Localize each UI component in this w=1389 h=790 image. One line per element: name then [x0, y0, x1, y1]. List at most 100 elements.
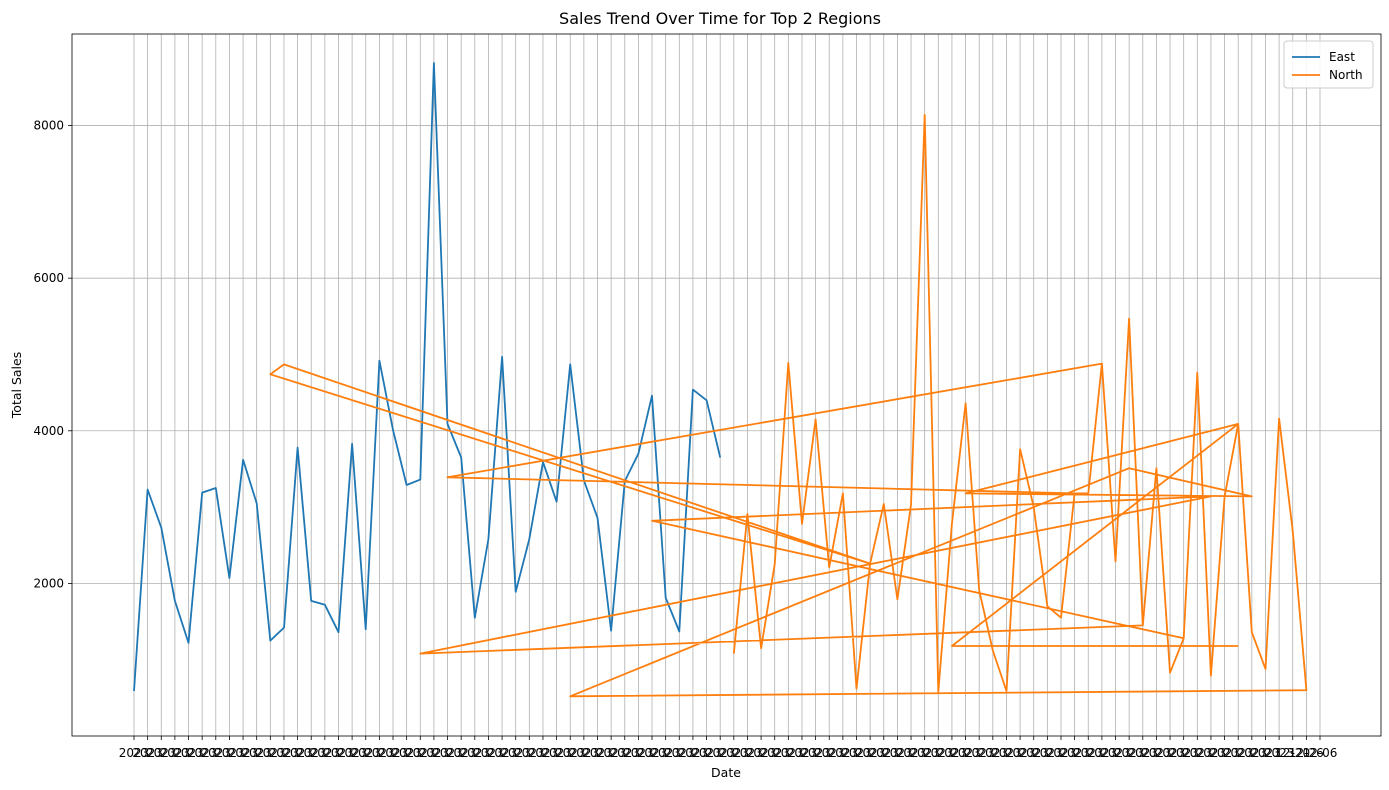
x-tick-label: 2023 — [132, 746, 163, 760]
y-tick-label: 4000 — [33, 424, 64, 438]
x-tick-label: 2023 — [569, 746, 600, 760]
x-tick-label: 2023 — [1182, 746, 1213, 760]
x-tick-label: 2023 — [1005, 746, 1036, 760]
x-tick-label: 2023 — [201, 746, 232, 760]
x-tick-label: 12-06 — [1303, 746, 1338, 760]
x-tick-label: 2023 — [800, 746, 831, 760]
x-tick-label: 2023 — [241, 746, 272, 760]
x-tick-label: 2023 — [323, 746, 354, 760]
x-tick-label: 2023 — [923, 746, 954, 760]
x-tick-label: 2023 — [978, 746, 1009, 760]
x-tick-label: 12-26 — [1289, 746, 1324, 760]
x-tick-label: 2023 — [282, 746, 313, 760]
x-axis-label: Date — [711, 765, 741, 780]
x-tick-label: 2023 — [1196, 746, 1227, 760]
x-tick-label: 2023 — [473, 746, 504, 760]
y-axis-label: Total Sales — [9, 352, 24, 419]
x-tick-label: 2023 — [964, 746, 995, 760]
x-tick-label: 2023 — [1155, 746, 1186, 760]
x-tick-label: 2023 — [773, 746, 804, 760]
x-axis-ticks: 2023202320232023202320232023202320232023… — [119, 736, 1338, 760]
x-tick-label: 2023 — [1100, 746, 1131, 760]
legend-label-east: East — [1329, 50, 1355, 64]
x-tick-label: 2023 — [446, 746, 477, 760]
x-tick-label: 2023 — [637, 746, 668, 760]
x-tick-label: 2023 — [119, 746, 150, 760]
x-tick-label: 2023 — [1073, 746, 1104, 760]
x-tick-label: 2023 — [1237, 746, 1268, 760]
x-tick-label: 2023 — [391, 746, 422, 760]
x-tick-label: 2023 — [1141, 746, 1172, 760]
x-tick-label: 2023 — [828, 746, 859, 760]
series-line-east — [133, 62, 722, 692]
x-tick-label: 2023 — [460, 746, 491, 760]
x-tick-label: 2023 — [528, 746, 559, 760]
x-tick-label: 2023 — [732, 746, 763, 760]
x-tick-label: 2023 — [1264, 746, 1295, 760]
series-line-north — [269, 114, 1308, 698]
x-tick-label: 2023 — [814, 746, 845, 760]
x-tick-label: 2023 — [1046, 746, 1077, 760]
x-tick-label: 2023 — [419, 746, 450, 760]
y-tick-label: 8000 — [33, 119, 64, 133]
x-tick-label: 2023 — [146, 746, 177, 760]
x-tick-label: 2023 — [1209, 746, 1240, 760]
x-tick-label: 2023 — [909, 746, 940, 760]
x-tick-label: 2023 — [950, 746, 981, 760]
x-tick-label: 2023 — [868, 746, 899, 760]
x-tick-label: 2023 — [882, 746, 913, 760]
x-tick-label: 2023 — [991, 746, 1022, 760]
x-tick-label: 2023 — [514, 746, 545, 760]
x-tick-label: 2023 — [719, 746, 750, 760]
x-tick-label: 2023 — [555, 746, 586, 760]
series-lines — [133, 62, 1308, 698]
legend-label-north: North — [1329, 68, 1363, 82]
x-tick-label: 2023 — [405, 746, 436, 760]
x-tick-label: 2023 — [432, 746, 463, 760]
x-tick-label: 2023 — [1250, 746, 1281, 760]
legend: East North — [1283, 40, 1374, 89]
x-tick-label: 2023 — [1018, 746, 1049, 760]
x-tick-label: 2023 — [1032, 746, 1063, 760]
x-tick-label: 2023 — [160, 746, 191, 760]
x-tick-label: 2023 — [623, 746, 654, 760]
x-tick-label: 2023 — [609, 746, 640, 760]
x-tick-label: 2023 — [664, 746, 695, 760]
y-tick-label: 2000 — [33, 576, 64, 590]
x-tick-label: 2023 — [269, 746, 300, 760]
x-tick-label: 2023 — [1087, 746, 1118, 760]
x-tick-label: 2023 — [541, 746, 572, 760]
grid-lines — [72, 34, 1381, 736]
x-tick-label: 2023 — [1059, 746, 1090, 760]
x-tick-label: 2023 — [1128, 746, 1159, 760]
x-tick-label: 2023 — [582, 746, 613, 760]
x-tick-label: 2023 — [678, 746, 709, 760]
y-axis-ticks: 2000 4000 6000 8000 — [33, 119, 72, 590]
x-tick-label: 2023 — [1114, 746, 1145, 760]
x-tick-label: 2023 — [787, 746, 818, 760]
legend-box — [1283, 40, 1374, 89]
x-tick-label: 2023 — [350, 746, 381, 760]
x-tick-label: 2023 — [1223, 746, 1254, 760]
plot-area-frame — [71, 33, 1382, 737]
x-tick-label: 2023 — [378, 746, 409, 760]
x-tick-label: 2023 — [500, 746, 531, 760]
x-tick-label: 2023 — [487, 746, 518, 760]
x-tick-label: 2023 — [187, 746, 218, 760]
x-tick-label: 2023 — [896, 746, 927, 760]
x-tick-label: 2023 — [228, 746, 259, 760]
x-tick-label: 2023 — [937, 746, 968, 760]
x-tick-label: 2023 — [759, 746, 790, 760]
x-tick-label: 2023 — [364, 746, 395, 760]
x-tick-label: 2023 — [310, 746, 341, 760]
x-tick-label: 2023 — [705, 746, 736, 760]
x-tick-label: 2023 — [691, 746, 722, 760]
x-tick-label: 2023 — [746, 746, 777, 760]
x-tick-label: 2023 — [855, 746, 886, 760]
x-tick-label: 12-20 — [1275, 746, 1310, 760]
chart-title: Sales Trend Over Time for Top 2 Regions — [559, 9, 881, 28]
x-tick-label: 2023 — [255, 746, 286, 760]
x-tick-label: 2023 — [841, 746, 872, 760]
x-tick-label: 2023 — [296, 746, 327, 760]
